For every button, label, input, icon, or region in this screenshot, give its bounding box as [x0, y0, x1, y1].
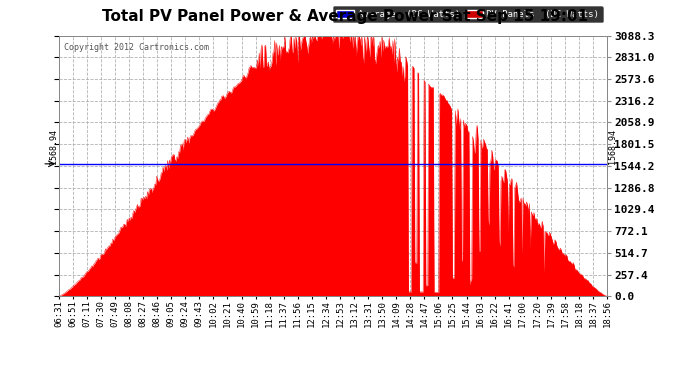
Text: 1568.94: 1568.94: [608, 129, 617, 164]
Text: 1568.94: 1568.94: [49, 129, 58, 164]
Text: Total PV Panel Power & Average Power Sat Sep 15 19:01: Total PV Panel Power & Average Power Sat…: [102, 9, 588, 24]
Text: Copyright 2012 Cartronics.com: Copyright 2012 Cartronics.com: [64, 44, 209, 52]
Legend: Average  (DC Watts), PV Panels  (DC Watts): Average (DC Watts), PV Panels (DC Watts): [333, 6, 602, 22]
